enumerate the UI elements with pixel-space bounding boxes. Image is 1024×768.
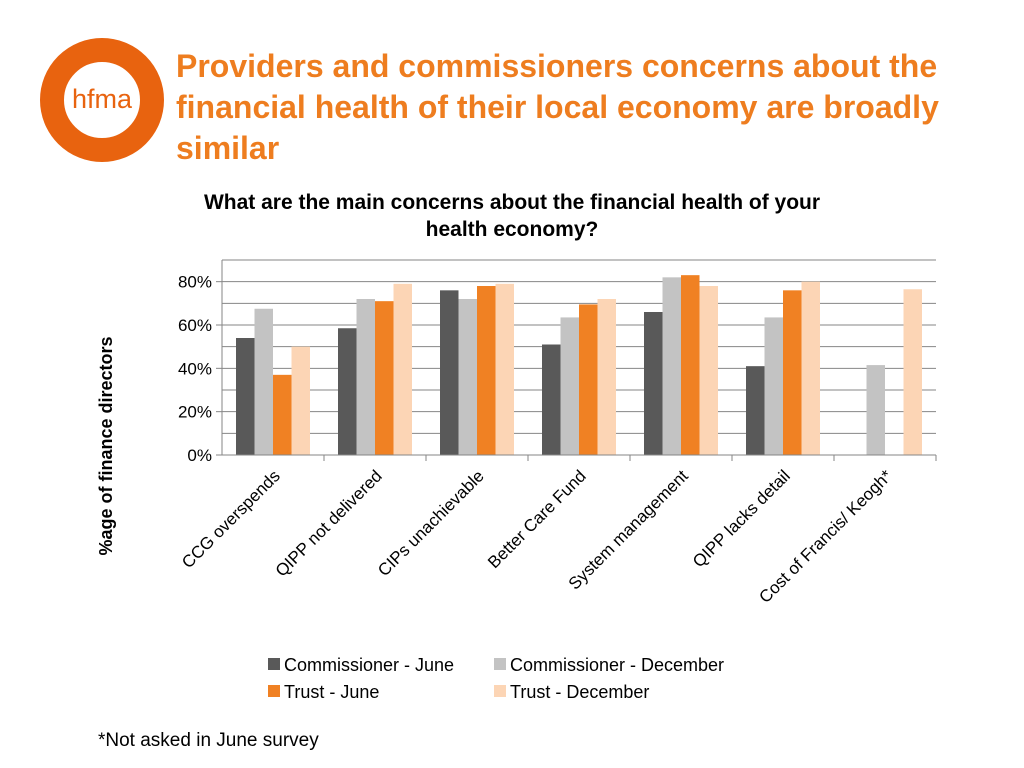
x-tick-label: Better Care Fund — [484, 466, 590, 572]
legend-label: Trust - June — [284, 682, 379, 702]
y-tick-label: 0% — [187, 446, 212, 465]
chart-title-line: health economy? — [426, 218, 599, 241]
logo-text: hfma — [72, 84, 133, 114]
bar — [273, 374, 292, 455]
bar — [801, 281, 820, 455]
x-tick-label: CCG overspends — [178, 466, 284, 572]
legend-label: Commissioner - December — [510, 655, 724, 675]
bar — [375, 301, 394, 455]
bar — [764, 317, 783, 455]
bar — [440, 290, 459, 455]
bar — [477, 286, 496, 455]
y-axis-label: %age of finance directors — [96, 336, 116, 555]
bar — [356, 299, 375, 455]
bar — [542, 344, 561, 455]
bar — [236, 338, 255, 455]
bar — [783, 290, 802, 455]
hfma-logo: hfma — [40, 38, 164, 162]
bar — [866, 365, 885, 455]
bar — [903, 289, 922, 455]
bar — [338, 328, 357, 455]
legend-label: Trust - December — [510, 682, 649, 702]
chart-title-line: What are the main concerns about the fin… — [204, 191, 820, 214]
x-tick-label: QIPP not delivered — [272, 466, 386, 580]
bar — [579, 304, 598, 455]
bar — [458, 299, 477, 455]
legend-label: Commissioner - June — [284, 655, 454, 675]
x-tick-label: CIPs unachievable — [374, 466, 488, 580]
bar-chart: What are the main concerns about the fin… — [96, 191, 937, 702]
footnote: *Not asked in June survey — [98, 730, 319, 751]
legend-swatch — [268, 658, 280, 670]
y-tick-label: 60% — [178, 316, 212, 335]
y-tick-label: 80% — [178, 273, 212, 292]
bar — [644, 312, 663, 455]
bar — [291, 346, 310, 455]
slide-title: Providers and commissioners concerns abo… — [176, 48, 939, 166]
x-tick-label: QIPP lacks detail — [689, 466, 794, 571]
legend-swatch — [268, 685, 280, 697]
bar — [254, 308, 273, 455]
bar — [662, 277, 681, 455]
bar — [746, 366, 765, 455]
bar — [495, 283, 514, 455]
bar — [560, 317, 579, 455]
legend-swatch — [494, 658, 506, 670]
bar — [699, 286, 718, 455]
bar — [681, 275, 700, 455]
bar — [597, 299, 616, 455]
y-tick-label: 20% — [178, 403, 212, 422]
bar — [393, 283, 412, 455]
legend-swatch — [494, 685, 506, 697]
y-tick-label: 40% — [178, 359, 212, 378]
